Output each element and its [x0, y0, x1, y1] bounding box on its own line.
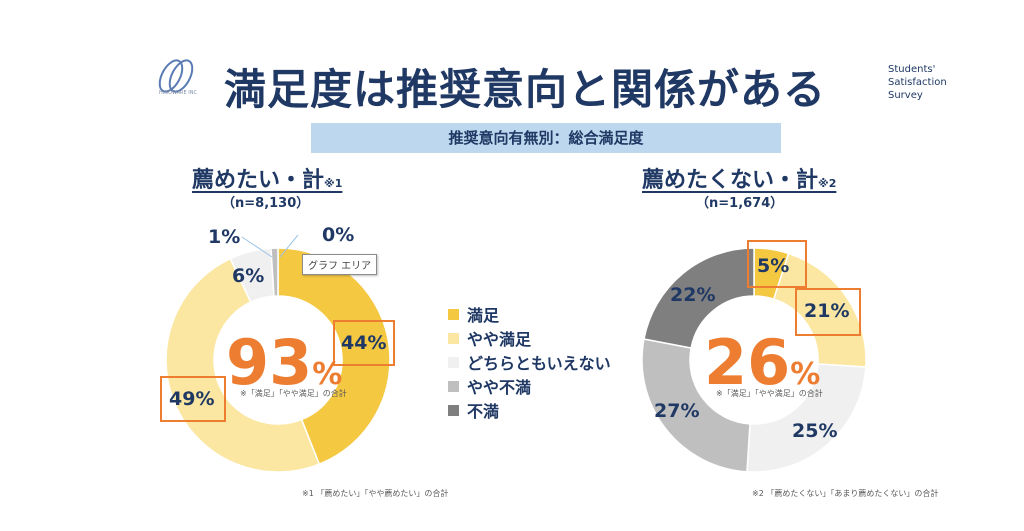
left-slice-yaya-fuman[interactable]	[270, 247, 279, 297]
left-chart-n: （n=8,130）	[222, 196, 310, 211]
right-label-yaya-manzoku: 21%	[804, 300, 850, 322]
right-chart-title-note: ※2	[818, 177, 837, 190]
left-label-yaya-manzoku: 49%	[169, 388, 215, 410]
right-label-manzoku: 5%	[757, 255, 790, 277]
legend-swatch	[448, 404, 459, 416]
legend-item-yaya-manzoku: やや満足	[448, 326, 611, 350]
right-label-fuman: 22%	[670, 284, 716, 306]
left-chart-title: 薦めたい・計※1	[192, 162, 342, 194]
logo-text: HINOWARE INC	[159, 90, 197, 96]
legend-swatch	[448, 380, 459, 392]
right-center-value: 26%	[704, 332, 820, 406]
subtitle-bar: 推奨意向有無別：総合満足度	[311, 123, 781, 153]
right-label-yaya-fuman: 27%	[654, 400, 700, 422]
right-label-dochira: 25%	[792, 420, 838, 442]
legend-swatch	[448, 308, 459, 320]
left-slice-manzoku[interactable]	[277, 247, 391, 466]
right-chart-n: （n=1,674）	[696, 196, 784, 211]
legend-label: 不満	[467, 402, 500, 421]
right-slice-fuman[interactable]	[643, 247, 755, 349]
legend-label: やや不満	[467, 378, 532, 397]
survey-label: Students' Satisfaction Survey	[888, 63, 947, 102]
legend-item-manzoku: 満足	[448, 302, 611, 326]
legend-item-dochira: どちらともいえない	[448, 350, 611, 374]
left-footnote: ※1 「薦めたい」「やや薦めたい」の合計	[302, 489, 449, 498]
legend-label: 満足	[467, 306, 500, 325]
left-label-fuman: 0%	[322, 224, 355, 246]
right-center-number: 26	[704, 326, 791, 399]
left-slice-yaya-manzoku[interactable]	[165, 257, 321, 473]
legend-swatch	[448, 332, 459, 344]
legend-label: やや満足	[467, 330, 532, 349]
left-center-unit: %	[312, 357, 343, 392]
legend-item-fuman: 不満	[448, 398, 611, 422]
company-logo	[158, 59, 194, 93]
survey-label-line: Survey	[888, 90, 923, 101]
right-chart-title: 薦めたくない・計※2	[642, 162, 836, 194]
left-label-manzoku: 44%	[341, 332, 387, 354]
left-center-number: 93	[226, 326, 313, 399]
right-chart-title-text: 薦めたくない・計	[642, 168, 819, 193]
left-center-note: ※「満足」「やや満足」の合計	[240, 389, 347, 398]
left-highlight-box-manzoku	[333, 320, 395, 366]
survey-label-line: Students'	[888, 64, 936, 75]
leader-line-0pct	[279, 234, 299, 258]
leader-lines	[241, 234, 299, 258]
left-center-value: 93%	[226, 332, 342, 406]
survey-label-line: Satisfaction	[888, 77, 947, 88]
left-chart-title-text: 薦めたい・計	[192, 168, 325, 193]
left-label-yaya-fuman: 1%	[208, 226, 241, 248]
right-footnote: ※2 「薦めたくない」「あまり薦めたくない」の合計	[752, 489, 939, 498]
page-title: 満足度は推奨意向と関係がある	[223, 65, 826, 114]
left-chart-title-note: ※1	[324, 177, 343, 190]
legend-item-yaya-fuman: やや不満	[448, 374, 611, 398]
right-highlight-box-yaya-manzoku	[795, 288, 861, 336]
chart-legend: 満足 やや満足 どちらともいえない やや不満 不満	[448, 302, 611, 422]
legend-swatch	[448, 356, 459, 368]
legend-label: どちらともいえない	[467, 354, 611, 373]
left-donut-chart[interactable]	[165, 247, 391, 473]
right-center-unit: %	[790, 357, 821, 392]
right-slice-yaya-fuman[interactable]	[641, 338, 751, 473]
chart-area-tooltip: グラフ エリア	[302, 254, 378, 275]
leader-line-1pct	[241, 236, 273, 258]
left-highlight-box-yaya-manzoku	[160, 376, 226, 422]
right-center-note: ※「満足」「やや満足」の合計	[716, 389, 823, 398]
right-highlight-box-manzoku	[747, 240, 807, 288]
left-label-dochira: 6%	[232, 265, 265, 287]
